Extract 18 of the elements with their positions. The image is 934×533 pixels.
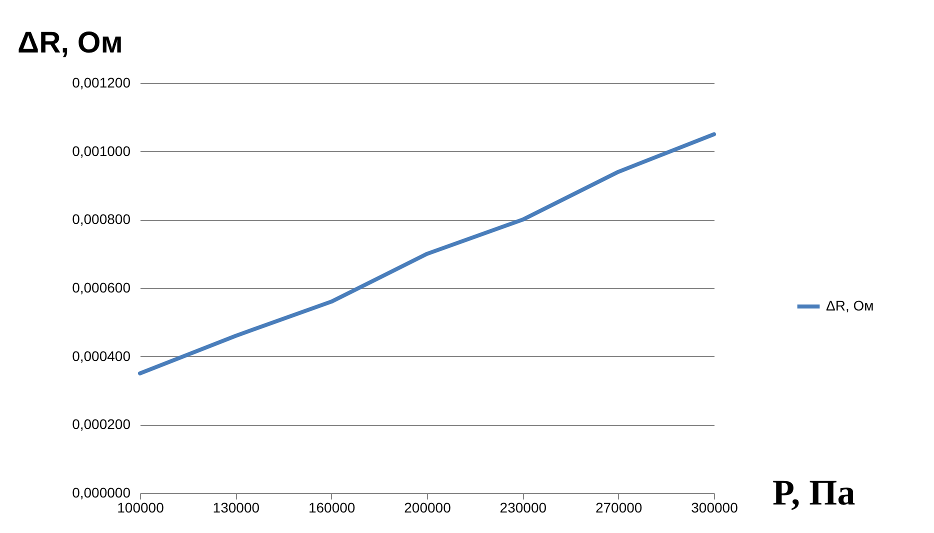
y-tick-label: 0,000400 [72,348,131,364]
y-tick-label: 0,000200 [72,416,131,432]
line-series [138,132,716,376]
y-tick-label: 0,001000 [72,142,131,159]
x-tick-label: 270000 [595,500,642,516]
y-tick-label: 0,000600 [72,280,131,296]
y-tick-label: 0,001200 [72,74,131,90]
legend-label: ΔR, Ом [826,298,874,314]
y-tick-label: 0,000000 [72,484,131,500]
y-axis-title: ΔR, Ом [18,26,123,60]
y-tick-label: 0,000800 [72,211,131,228]
x-tick-label: 100000 [117,500,164,516]
x-tick-label: 200000 [404,500,452,516]
x-tick-label: 130000 [212,500,260,516]
x-axis-title: P, Па [772,472,856,512]
x-tick-label: 300000 [691,500,738,516]
x-tick-label: 230000 [500,500,547,516]
x-tick-label: 160000 [308,500,356,516]
